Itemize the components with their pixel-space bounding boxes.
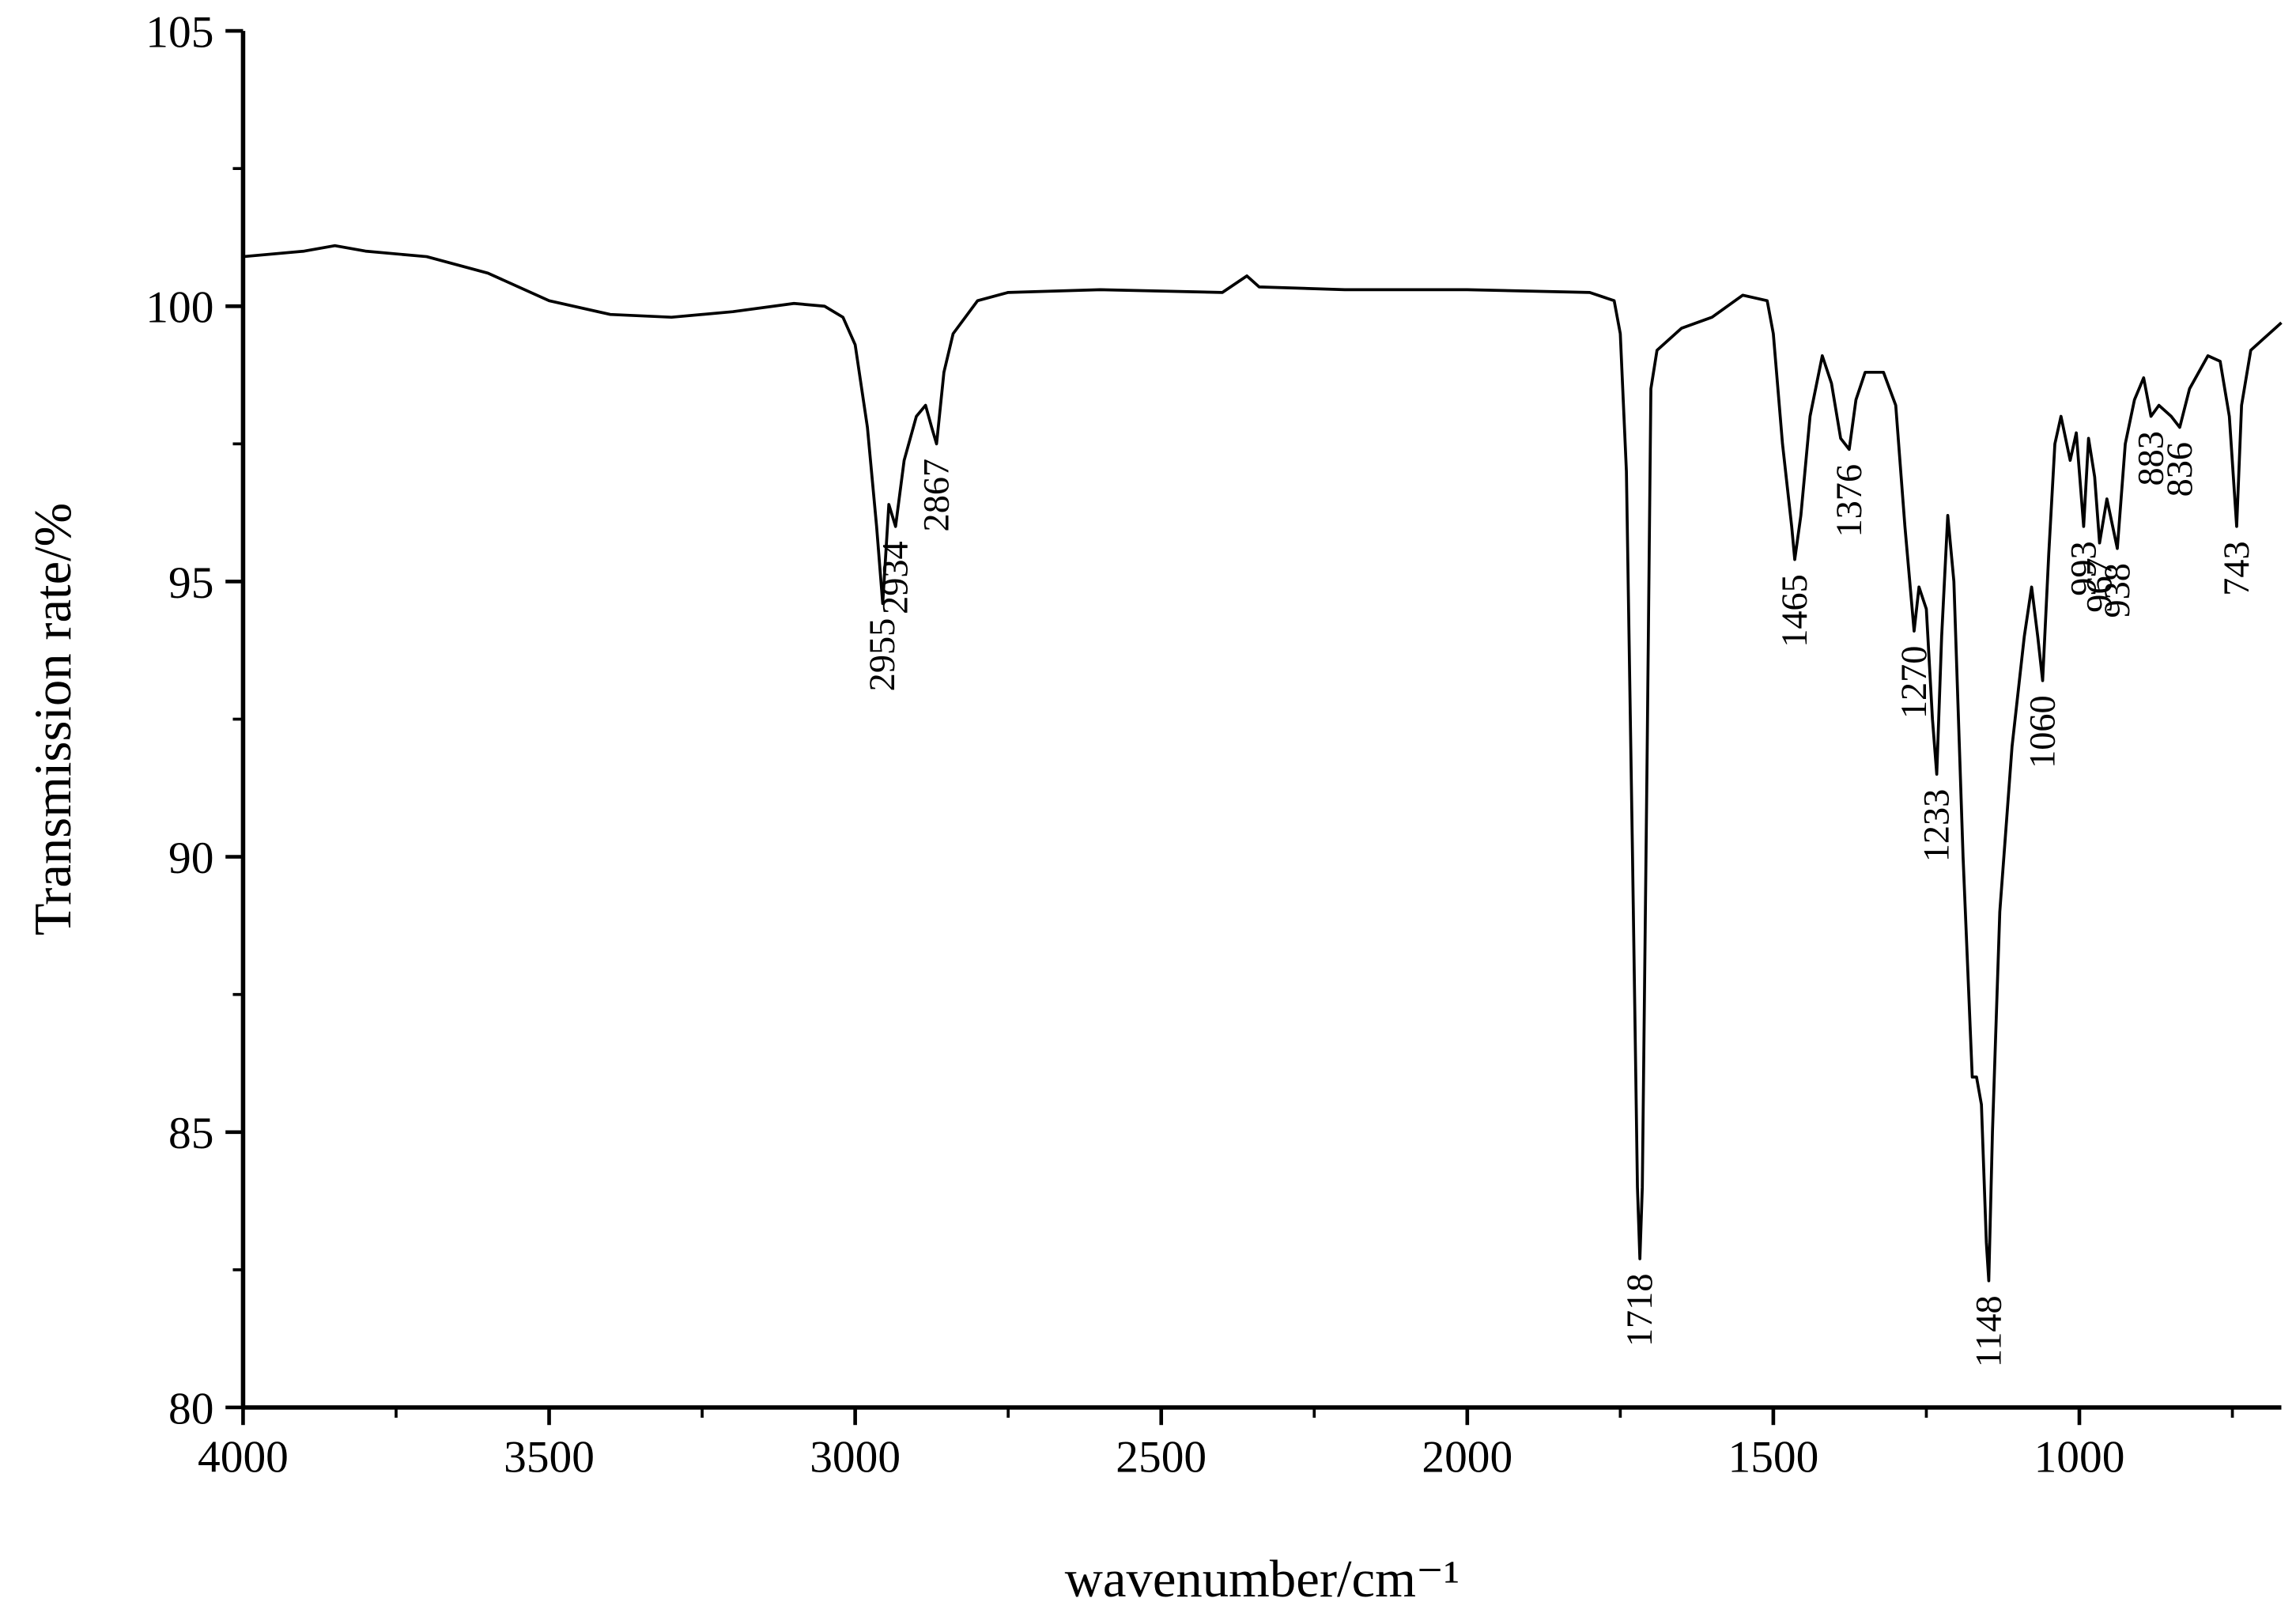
y-tick-label: 95 xyxy=(168,558,213,608)
peak-label: 1270 xyxy=(1894,646,1935,720)
y-tick-label: 90 xyxy=(168,833,213,883)
y-tick-label: 85 xyxy=(168,1109,213,1158)
y-tick-label: 80 xyxy=(168,1384,213,1434)
peak-label: 836 xyxy=(2160,442,2200,497)
x-tick-label: 2500 xyxy=(1116,1432,1207,1482)
y-tick-label: 105 xyxy=(145,7,213,57)
y-tick-label: 100 xyxy=(145,283,213,333)
x-tick-label: 2000 xyxy=(1422,1432,1512,1482)
y-axis-title: Transmission rate/% xyxy=(25,503,82,935)
peak-label: 2867 xyxy=(916,459,957,532)
peak-label: 1376 xyxy=(1830,464,1870,538)
peak-label: 743 xyxy=(2217,541,2257,595)
x-tick-label: 3500 xyxy=(504,1432,595,1482)
peak-label: 993 xyxy=(2064,541,2104,595)
spectrum-line xyxy=(243,244,2283,1283)
x-tick-label: 4000 xyxy=(198,1432,289,1482)
peak-label: 1465 xyxy=(1775,574,1815,648)
x-tick-label: 1500 xyxy=(1728,1432,1818,1482)
peak-label: 967 xyxy=(2079,557,2120,612)
peak-label: 2955 xyxy=(863,618,903,692)
peak-label: 1718 xyxy=(1620,1274,1660,1347)
peak-label: 1233 xyxy=(1917,789,1958,863)
peak-label: 883 xyxy=(2131,431,2171,485)
x-tick-label: 3000 xyxy=(810,1432,901,1482)
x-axis-title: wavenumber/cm⁻¹ xyxy=(1065,1551,1460,1608)
peak-label: 938 xyxy=(2098,563,2138,618)
peak-label: 2934 xyxy=(876,541,916,614)
x-tick-label: 1000 xyxy=(2034,1432,2125,1482)
peak-label: 1148 xyxy=(1969,1295,2009,1367)
peak-label: 1060 xyxy=(2022,695,2063,769)
